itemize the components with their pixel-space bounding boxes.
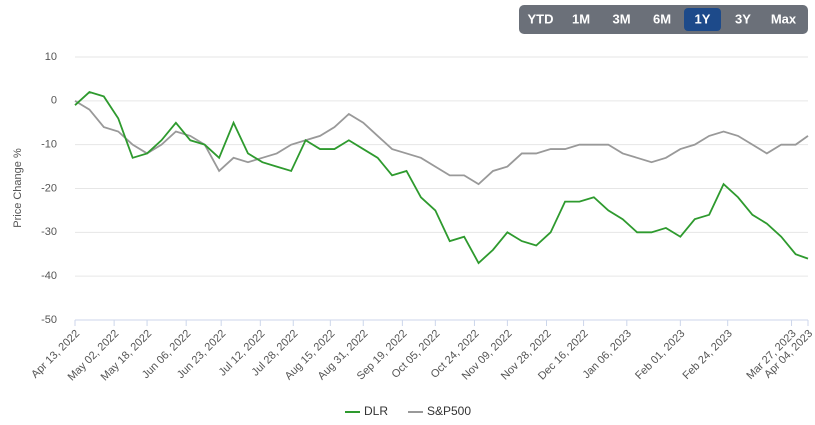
legend-label: S&P500 bbox=[427, 404, 471, 418]
range-button[interactable]: YTD bbox=[528, 11, 554, 26]
range-button[interactable]: 3Y bbox=[735, 11, 751, 26]
x-tick-label: Feb 01, 2023 bbox=[633, 328, 687, 382]
range-button-label: 6M bbox=[653, 11, 671, 26]
range-button[interactable]: 1M bbox=[572, 11, 590, 26]
range-button-label: 1M bbox=[572, 11, 590, 26]
range-selector bbox=[519, 5, 808, 34]
series-line bbox=[74, 91, 809, 265]
series-line bbox=[74, 100, 809, 186]
y-axis-label: Price Change % bbox=[12, 148, 24, 228]
range-button-label: Max bbox=[771, 11, 797, 26]
y-tick-label: -40 bbox=[41, 270, 57, 282]
y-tick-label: 10 bbox=[45, 51, 57, 63]
y-tick-label: -30 bbox=[41, 226, 57, 238]
legend-item[interactable]: DLR bbox=[345, 404, 388, 418]
range-button[interactable]: 1Y bbox=[684, 8, 721, 31]
legend-label: DLR bbox=[364, 404, 388, 418]
range-button-label: 1Y bbox=[695, 11, 711, 26]
range-button-label: 3Y bbox=[735, 11, 751, 26]
range-button-active bbox=[684, 8, 721, 31]
y-tick-label: -50 bbox=[41, 314, 57, 326]
range-button[interactable]: 3M bbox=[612, 11, 630, 26]
y-tick-label: -10 bbox=[41, 139, 57, 151]
range-button[interactable]: Max bbox=[771, 11, 797, 26]
x-tick-label: Feb 24, 2023 bbox=[681, 328, 735, 382]
range-button-label: YTD bbox=[528, 11, 554, 26]
range-button-label: 3M bbox=[612, 11, 630, 26]
y-tick-label: -20 bbox=[41, 182, 57, 194]
legend-item[interactable]: S&P500 bbox=[408, 404, 471, 418]
range-button[interactable]: 6M bbox=[653, 11, 671, 26]
y-tick-label: 0 bbox=[51, 95, 57, 107]
